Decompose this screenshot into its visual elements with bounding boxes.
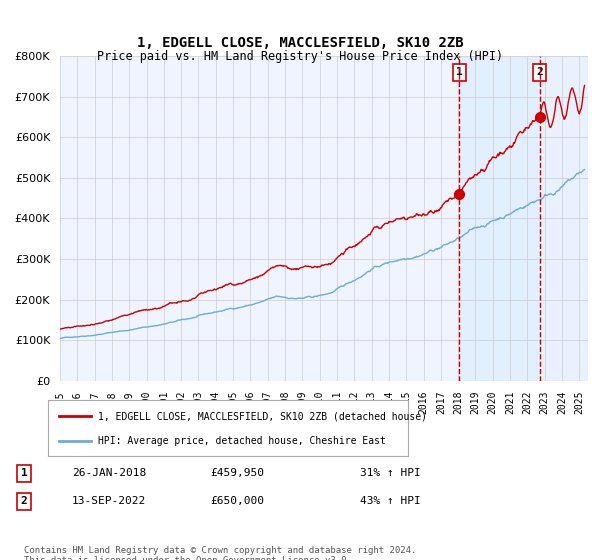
Bar <box>540 56 588 381</box>
Text: HPI: Average price, detached house, Cheshire East: HPI: Average price, detached house, Ches… <box>98 436 386 446</box>
Text: 31% ↑ HPI: 31% ↑ HPI <box>360 468 421 478</box>
Text: £459,950: £459,950 <box>210 468 264 478</box>
Text: 2: 2 <box>20 496 28 506</box>
Text: 1, EDGELL CLOSE, MACCLESFIELD, SK10 2ZB: 1, EDGELL CLOSE, MACCLESFIELD, SK10 2ZB <box>137 36 463 50</box>
Bar <box>460 56 540 381</box>
Text: £650,000: £650,000 <box>210 496 264 506</box>
Text: 1: 1 <box>20 468 28 478</box>
Text: 43% ↑ HPI: 43% ↑ HPI <box>360 496 421 506</box>
Text: Price paid vs. HM Land Registry's House Price Index (HPI): Price paid vs. HM Land Registry's House … <box>97 50 503 63</box>
Text: Contains HM Land Registry data © Crown copyright and database right 2024.
This d: Contains HM Land Registry data © Crown c… <box>24 546 416 560</box>
Text: 26-JAN-2018: 26-JAN-2018 <box>72 468 146 478</box>
Text: 1: 1 <box>456 67 463 77</box>
Text: 1, EDGELL CLOSE, MACCLESFIELD, SK10 2ZB (detached house): 1, EDGELL CLOSE, MACCLESFIELD, SK10 2ZB … <box>98 411 427 421</box>
Text: 2: 2 <box>536 67 543 77</box>
Text: 13-SEP-2022: 13-SEP-2022 <box>72 496 146 506</box>
